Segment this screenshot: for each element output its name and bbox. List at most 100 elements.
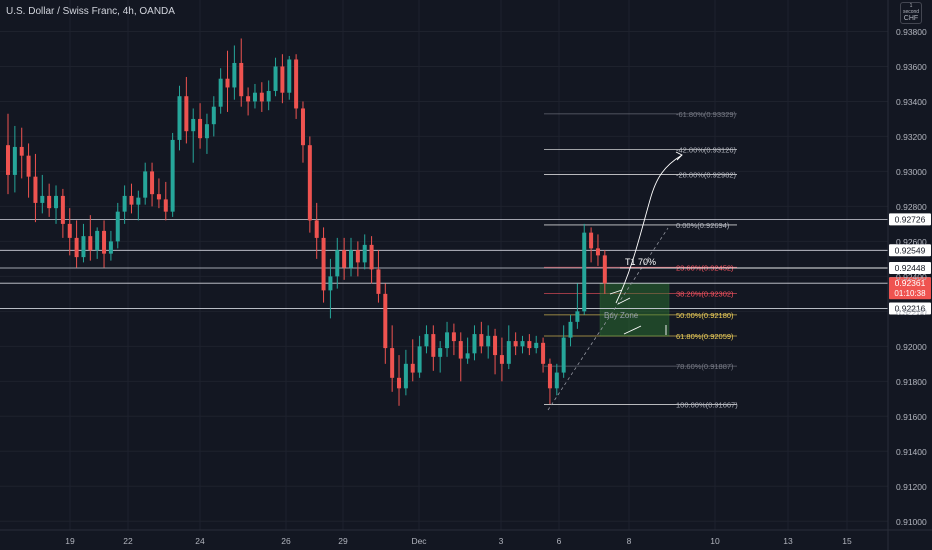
candle-down: [602, 255, 607, 284]
currency-top-label: 1 second: [902, 3, 920, 15]
candle-up: [252, 92, 257, 102]
candle-down: [294, 59, 299, 109]
time-axis[interactable]: 19 22 24 26 29 Dec 3 6 8 10 13 15: [0, 529, 932, 546]
candle-up: [445, 332, 450, 349]
y-tick-label: 0.93000: [896, 167, 927, 177]
candle-up: [54, 195, 59, 209]
x-tick-label: 24: [195, 536, 205, 546]
fib-level-label: 78.60%(0.91887): [676, 362, 734, 371]
y-tick-label: 0.91800: [896, 377, 927, 387]
y-tick-label: 0.93200: [896, 132, 927, 142]
fib-level-label: 38.20%(0.92302): [676, 290, 734, 299]
candle-up: [204, 124, 209, 139]
candle-up: [273, 66, 278, 91]
fib-level-label: 50.00%(0.92180): [676, 311, 734, 320]
buy-zone-label: Buy Zone: [604, 311, 639, 320]
candle-down: [397, 377, 402, 389]
x-tick-label: 10: [710, 536, 720, 546]
candle-down: [198, 118, 203, 139]
candle-down: [225, 78, 230, 88]
candle-down: [527, 341, 532, 349]
candle-down: [499, 355, 504, 364]
candle-up: [136, 197, 141, 205]
candle-up: [232, 62, 237, 88]
x-tick-label: 13: [783, 536, 793, 546]
price-level-badge: [889, 213, 931, 226]
candle-up: [170, 139, 175, 212]
fib-level-label: -28.00%(0.92982): [676, 171, 737, 180]
candle-down: [410, 363, 415, 373]
candle-up: [582, 232, 587, 312]
x-tick-label: 15: [842, 536, 852, 546]
candle-up: [12, 146, 17, 175]
candle-up: [465, 353, 470, 359]
price-level-badge: [889, 244, 931, 257]
candle-up: [486, 335, 491, 347]
y-tick-label: 0.93400: [896, 97, 927, 107]
candle-up: [108, 241, 113, 254]
y-tick-label: 0.92200: [896, 307, 927, 317]
candle-down: [493, 335, 498, 356]
candle-up: [95, 230, 100, 251]
currency-button[interactable]: 1 second CHF: [900, 2, 922, 24]
grid: [0, 0, 888, 530]
candle-up: [218, 78, 223, 107]
price-level-badge-text: 0.92448: [895, 263, 926, 273]
candle-down: [47, 195, 52, 209]
candle-up: [554, 372, 559, 389]
x-tick-label: 6: [557, 536, 562, 546]
candle-down: [88, 236, 93, 251]
y-tick-label: 0.92800: [896, 202, 927, 212]
x-tick-label: Dec: [411, 536, 427, 546]
candle-down: [458, 341, 463, 359]
candle-up: [81, 236, 86, 258]
fib-level-label: 0.00%(0.92694): [676, 221, 730, 230]
drawings[interactable]: T1 70%: [547, 151, 888, 411]
candle-down: [239, 62, 244, 97]
candle-up: [191, 118, 196, 132]
countdown-text: 01:10:38: [894, 289, 926, 298]
candle-up: [335, 250, 340, 277]
candle-down: [307, 145, 312, 221]
candle-down: [19, 146, 24, 156]
fib-level-label: -42.00%(0.93126): [676, 145, 737, 154]
candle-up: [122, 195, 127, 212]
t1-label: T1 70%: [625, 257, 656, 267]
buy-zone[interactable]: Buy Zone: [599, 283, 670, 337]
trend-dashed-line: [547, 227, 669, 411]
y-tick-label: 0.91600: [896, 412, 927, 422]
candle-down: [342, 250, 347, 268]
x-tick-label: 3: [499, 536, 504, 546]
candle-up: [143, 171, 148, 198]
price-axis[interactable]: 0.91000 0.91200 0.91400 0.91600 0.91800 0.920…: [887, 0, 927, 550]
candle-down: [156, 194, 161, 200]
y-tick-label: 0.91400: [896, 447, 927, 457]
candle-up: [472, 334, 477, 354]
price-level-badge: [889, 302, 931, 315]
candle-down: [280, 66, 285, 93]
candle-up: [534, 342, 539, 349]
candle-up: [40, 195, 45, 203]
candle-up: [506, 341, 511, 364]
x-tick-label: 8: [627, 536, 632, 546]
candle-down: [431, 334, 436, 357]
candle-up: [328, 276, 333, 291]
y-tick-label: 0.93800: [896, 27, 927, 37]
y-tick-label: 0.92600: [896, 237, 927, 247]
horizontal-levels[interactable]: 0.927260.925490.924480.923610.922160.923…: [0, 213, 931, 315]
candle-down: [246, 96, 251, 102]
candle-up: [211, 106, 216, 125]
candle-down: [314, 220, 319, 238]
candle-down: [369, 244, 374, 270]
candle-down: [547, 363, 552, 389]
current-price-badge[interactable]: [889, 277, 931, 300]
price-level-badge-text: 0.92726: [895, 214, 926, 224]
candle-down: [541, 342, 546, 364]
currency-label: CHF: [903, 15, 919, 22]
candle-up: [266, 90, 271, 102]
candle-down: [376, 269, 381, 294]
y-tick-label: 0.92000: [896, 342, 927, 352]
candle-down: [74, 237, 79, 258]
